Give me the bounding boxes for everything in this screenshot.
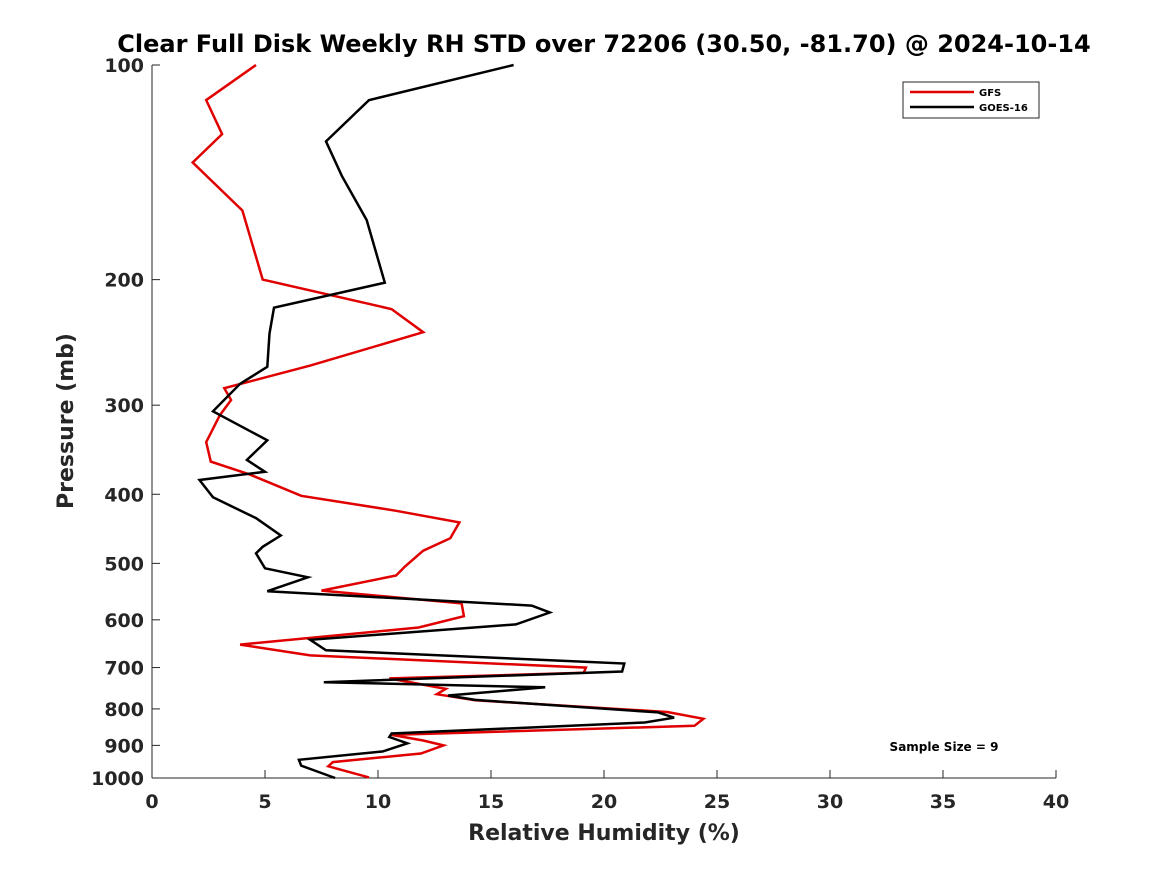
chart-title: Clear Full Disk Weekly RH STD over 72206… [117,30,1090,58]
y-tick-label-3: 400 [104,484,144,506]
legend-label-goes-16: GOES-16 [979,103,1028,114]
y-tick-label-4: 500 [104,553,144,575]
legend: GFS GOES-16 [902,81,1040,119]
x-axis-label: Relative Humidity (%) [468,821,740,846]
legend-label-gfs: GFS [979,88,1001,99]
y-tick-label-9: 1000 [91,768,144,790]
y-tick-label-6: 700 [104,658,144,680]
x-tick-label-4: 20 [591,791,617,813]
x-ticks: 0 5 10 15 20 25 30 35 40 [145,770,1069,813]
x-tick-label-7: 35 [930,791,956,813]
x-tick-label-6: 30 [817,791,843,813]
plot-area: 0 5 10 15 20 25 30 35 40 100 200 300 400 500 600 700 80… [91,55,1069,813]
sample-size-annotation: Sample Size = 9 [890,740,999,754]
x-tick-label-2: 10 [365,791,391,813]
series-layer [190,63,707,780]
x-tick-label-5: 25 [704,791,730,813]
y-axis-label: Pressure (mb) [54,333,79,509]
series-line-goes-16 [197,63,675,780]
x-tick-label-0: 0 [145,791,158,813]
y-tick-label-7: 800 [104,699,144,721]
y-ticks: 100 200 300 400 500 600 700 800 900 1000 [91,55,160,790]
y-tick-label-0: 100 [104,55,144,77]
y-tick-label-5: 600 [104,610,144,632]
y-tick-label-8: 900 [104,735,144,757]
x-tick-label-3: 15 [478,791,504,813]
x-tick-label-1: 5 [258,791,271,813]
x-tick-label-8: 40 [1043,791,1069,813]
legend-box [902,81,1040,119]
y-tick-label-1: 200 [104,270,144,292]
series-line-gfs [190,63,707,779]
y-tick-label-2: 300 [104,395,144,417]
